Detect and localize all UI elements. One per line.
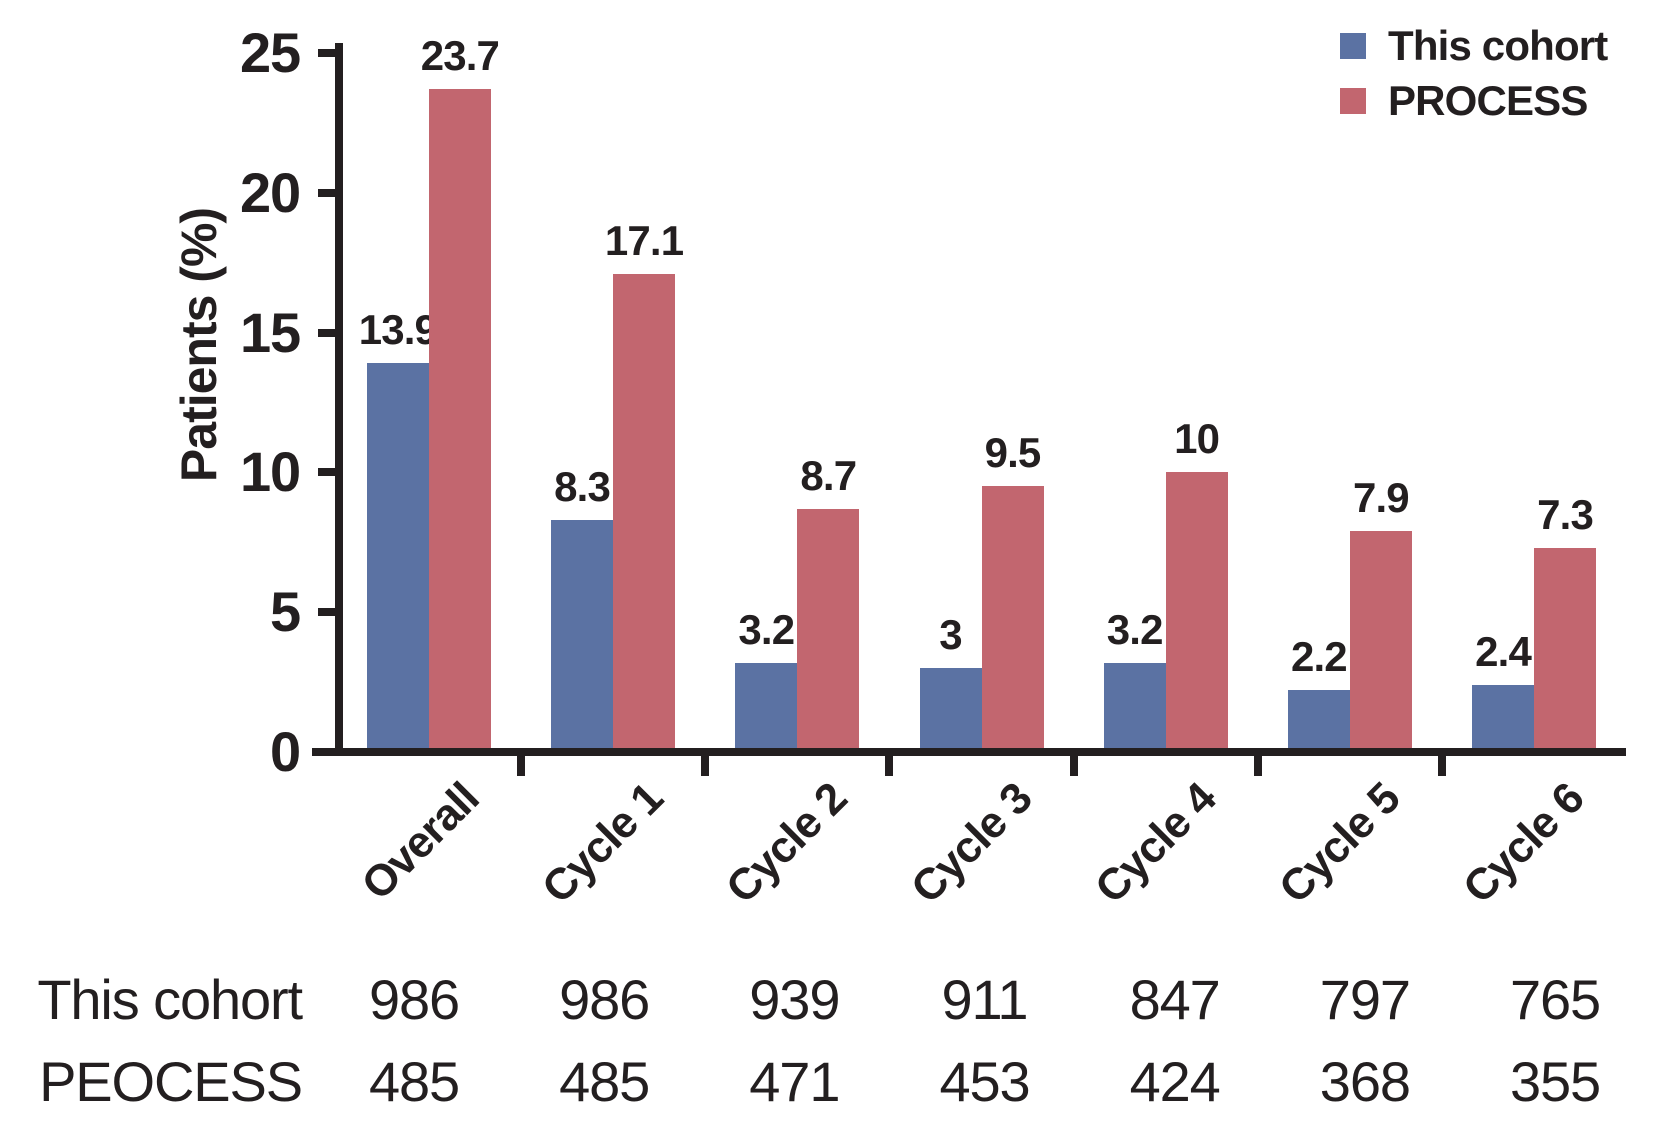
x-axis-category-label: Cycle 3 (901, 773, 1041, 913)
x-tick-mark (517, 756, 525, 776)
bar-value-label: 7.3 (1537, 490, 1594, 538)
table-cell: 485 (559, 1050, 650, 1113)
legend-label: This cohort (1388, 22, 1608, 69)
bar-value-label: 3.2 (1106, 605, 1164, 653)
bar-process (981, 486, 1044, 752)
table-cell: 765 (1509, 968, 1601, 1031)
table-cell: 355 (1509, 1050, 1601, 1113)
y-tick-label: 20 (239, 160, 301, 224)
table-cell: 453 (939, 1050, 1030, 1113)
table-cell: 485 (368, 1050, 460, 1113)
y-tick-mark (318, 468, 335, 477)
y-tick-label: 5 (269, 580, 301, 644)
bar-value-label: 3 (939, 611, 962, 659)
table-cell: 911 (941, 968, 1029, 1031)
y-tick-label: 10 (239, 440, 301, 504)
table-cell: 939 (749, 968, 840, 1031)
bar-this-cohort (1472, 684, 1535, 752)
x-tick-mark (1438, 756, 1446, 776)
legend-swatch-this-cohort (1340, 33, 1366, 59)
bar-value-label: 9.5 (984, 429, 1042, 477)
x-axis-line (312, 748, 1626, 756)
x-axis-category-label: Cycle 4 (1085, 773, 1225, 913)
bar-value-label: 23.7 (420, 32, 500, 80)
table-row-label: This cohort (37, 968, 303, 1031)
x-axis-category-label: Overall (352, 773, 489, 910)
bar-this-cohort (366, 363, 429, 752)
y-tick-mark (318, 328, 335, 337)
bar-process (428, 89, 491, 752)
table-cell: 847 (1129, 968, 1221, 1031)
y-tick-label: 25 (239, 21, 301, 84)
bar-value-label: 2.4 (1475, 627, 1532, 675)
bar-value-label: 7.9 (1352, 474, 1410, 522)
y-axis-line (335, 43, 343, 756)
bar-process (1534, 547, 1597, 752)
y-tick-label: 15 (239, 300, 301, 364)
y-tick-mark (318, 188, 335, 197)
bar-value-label: 8.7 (800, 451, 857, 499)
legend-swatch-process (1340, 88, 1366, 114)
bar-process (797, 508, 860, 752)
table-cell: 471 (749, 1050, 840, 1113)
y-tick-label: 0 (269, 720, 301, 783)
table-cell: 368 (1319, 1050, 1411, 1113)
bar-value-label: 17.1 (604, 216, 684, 264)
x-axis-category-label: Cycle 1 (533, 773, 673, 913)
bar-value-label: 3.2 (738, 605, 795, 653)
table-cell: 797 (1319, 968, 1411, 1031)
bar-this-cohort (1103, 662, 1166, 752)
bar-process (613, 273, 676, 752)
x-tick-mark (1069, 756, 1078, 776)
y-tick-mark (318, 49, 335, 57)
legend-item: This cohort (1340, 25, 1608, 67)
bar-value-label: 10 (1174, 415, 1220, 463)
x-tick-mark (885, 756, 894, 776)
bar-process (1349, 531, 1412, 752)
legend-item: PROCESS (1340, 80, 1588, 122)
y-tick-mark (318, 608, 335, 617)
legend-label: PROCESS (1388, 77, 1588, 124)
x-axis-category-label: Cycle 6 (1454, 773, 1594, 913)
bar-this-cohort (551, 519, 614, 752)
bar-this-cohort (735, 662, 798, 752)
table-cell: 986 (368, 968, 460, 1031)
x-axis-category-label: Cycle 2 (717, 773, 857, 913)
bar-this-cohort (1287, 690, 1350, 752)
table-cell: 986 (559, 968, 650, 1031)
x-axis-category-label: Cycle 5 (1269, 773, 1410, 913)
bar-value-label: 2.2 (1290, 633, 1348, 681)
x-tick-mark (701, 756, 710, 776)
bar-this-cohort (919, 668, 982, 752)
bar-process (1165, 472, 1228, 752)
bar-value-label: 13.9 (358, 306, 438, 354)
table-row-label: PEOCESS (39, 1050, 303, 1113)
bar-value-label: 8.3 (554, 462, 611, 510)
x-tick-mark (1253, 756, 1262, 776)
table-cell: 424 (1129, 1050, 1221, 1113)
